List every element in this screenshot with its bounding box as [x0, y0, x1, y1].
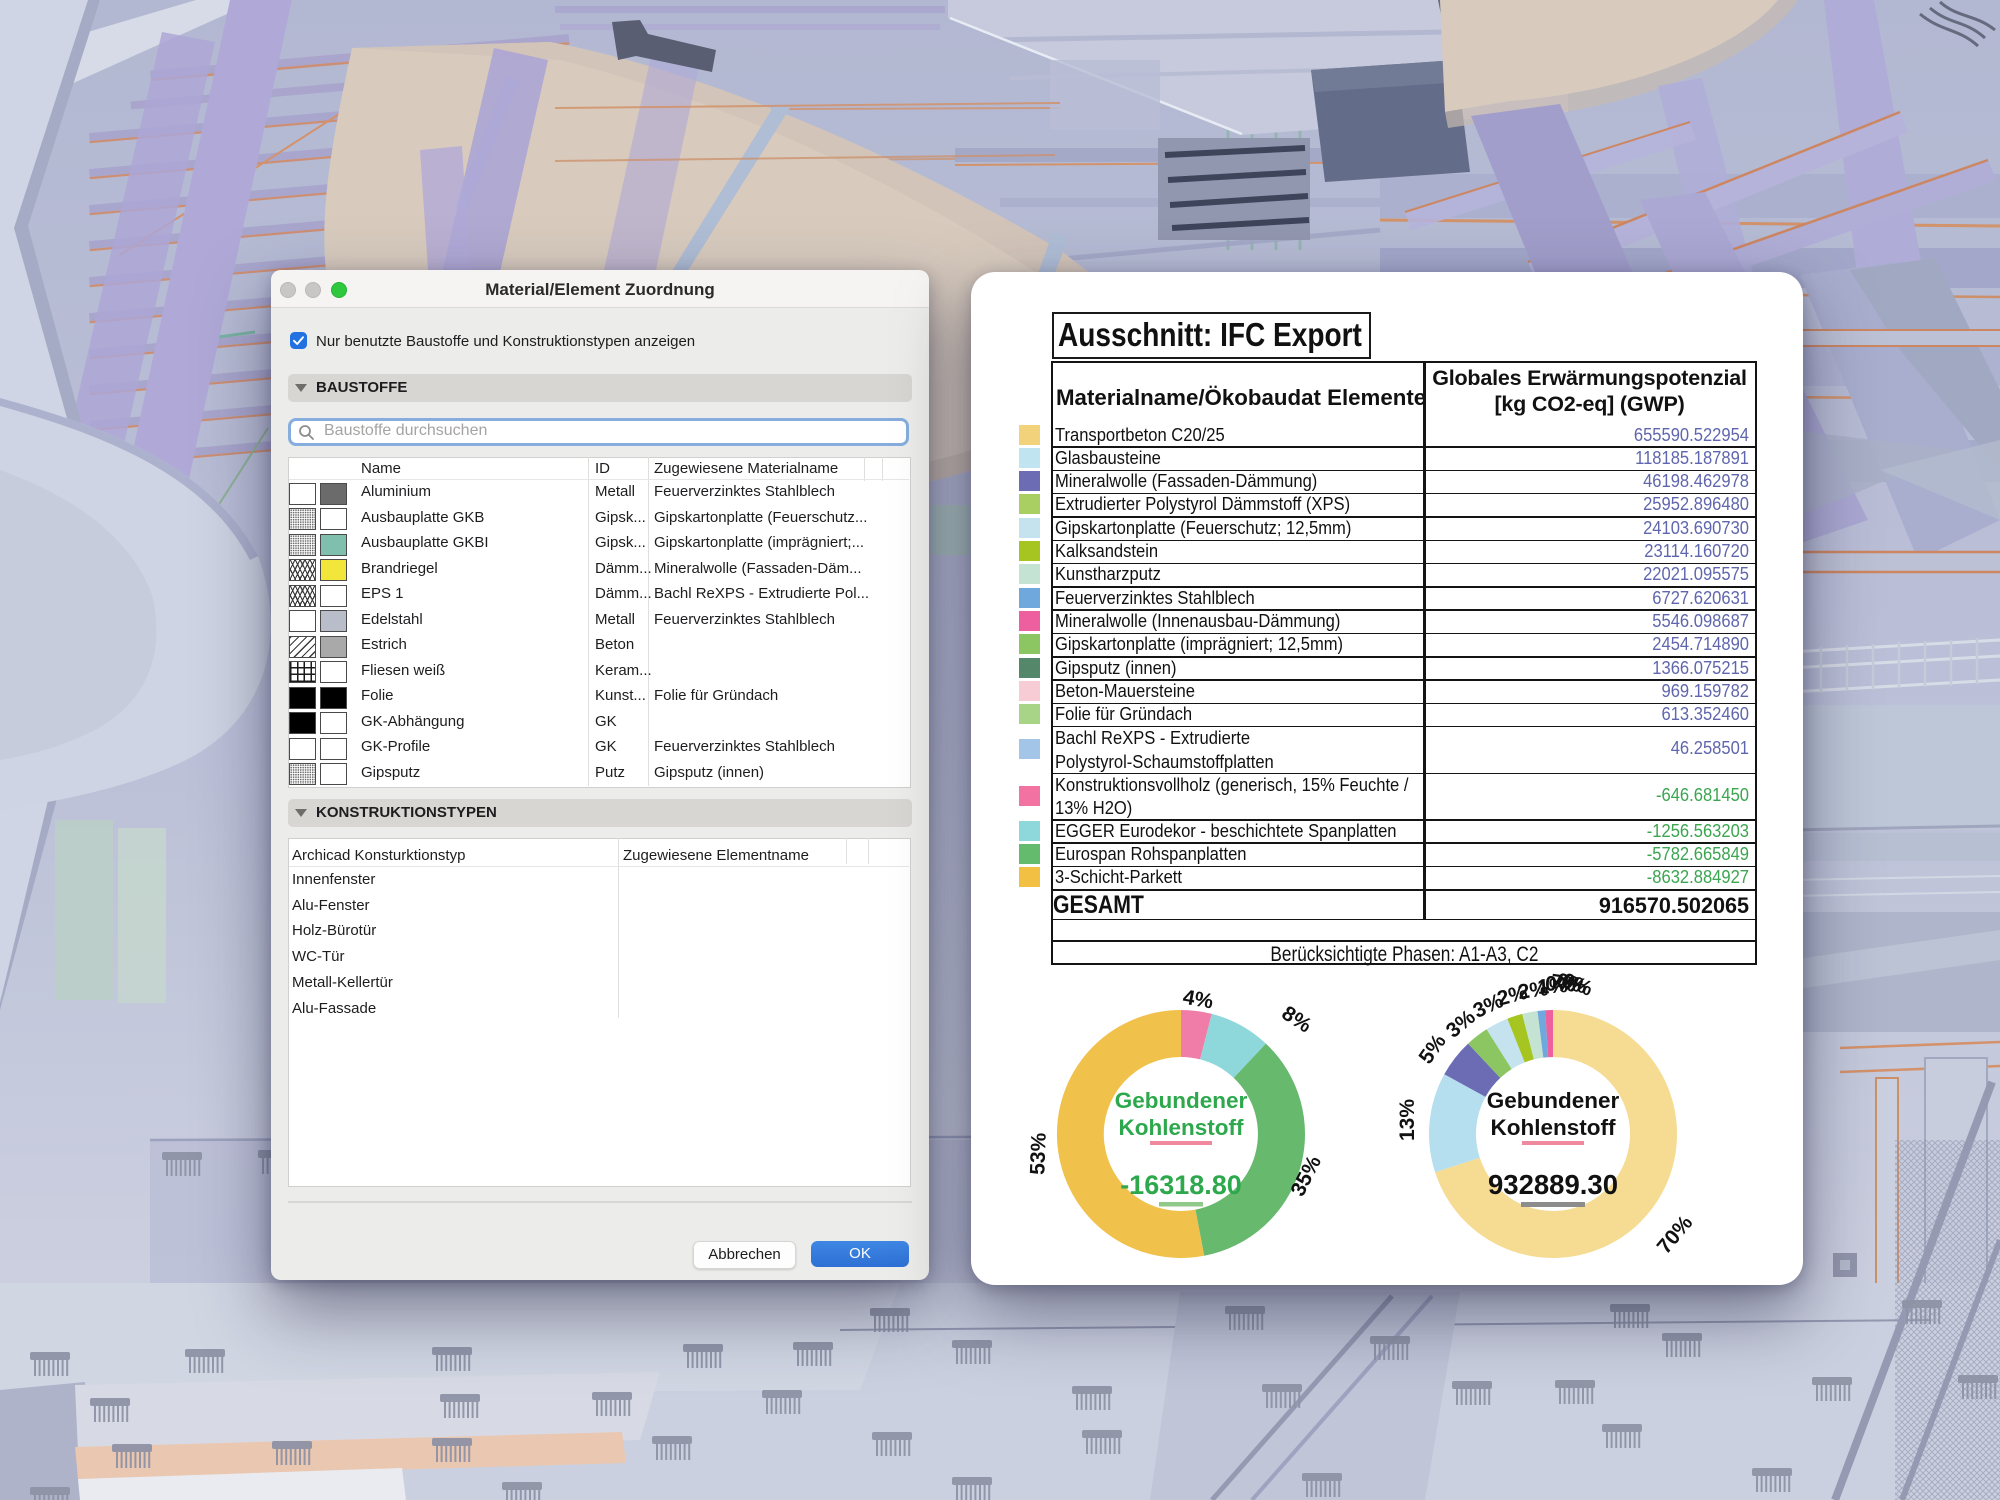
svg-text:Kohlenstoff: Kohlenstoff [1119, 1115, 1244, 1140]
svg-text:2%: 2% [1516, 977, 1550, 1004]
svg-text:Gebundener: Gebundener [1115, 1088, 1248, 1113]
svg-text:Kohlenstoff: Kohlenstoff [1491, 1115, 1616, 1140]
svg-text:7%: 7% [1549, 970, 1583, 997]
svg-text:0%: 0% [1545, 972, 1576, 996]
svg-text:Gebundener: Gebundener [1487, 1088, 1620, 1113]
svg-text:13%: 13% [1396, 1099, 1419, 1141]
svg-text:1%: 1% [1537, 974, 1569, 999]
svg-text:932889.30: 932889.30 [1488, 1169, 1618, 1200]
svg-text:5%: 5% [1415, 1030, 1451, 1068]
svg-text:4%: 4% [1181, 986, 1215, 1014]
svg-text:8%: 8% [1278, 1002, 1316, 1038]
svg-text:70%: 70% [1653, 1211, 1698, 1258]
svg-text:53%: 53% [1026, 1132, 1050, 1175]
svg-text:-16318.80: -16318.80 [1120, 1170, 1242, 1200]
